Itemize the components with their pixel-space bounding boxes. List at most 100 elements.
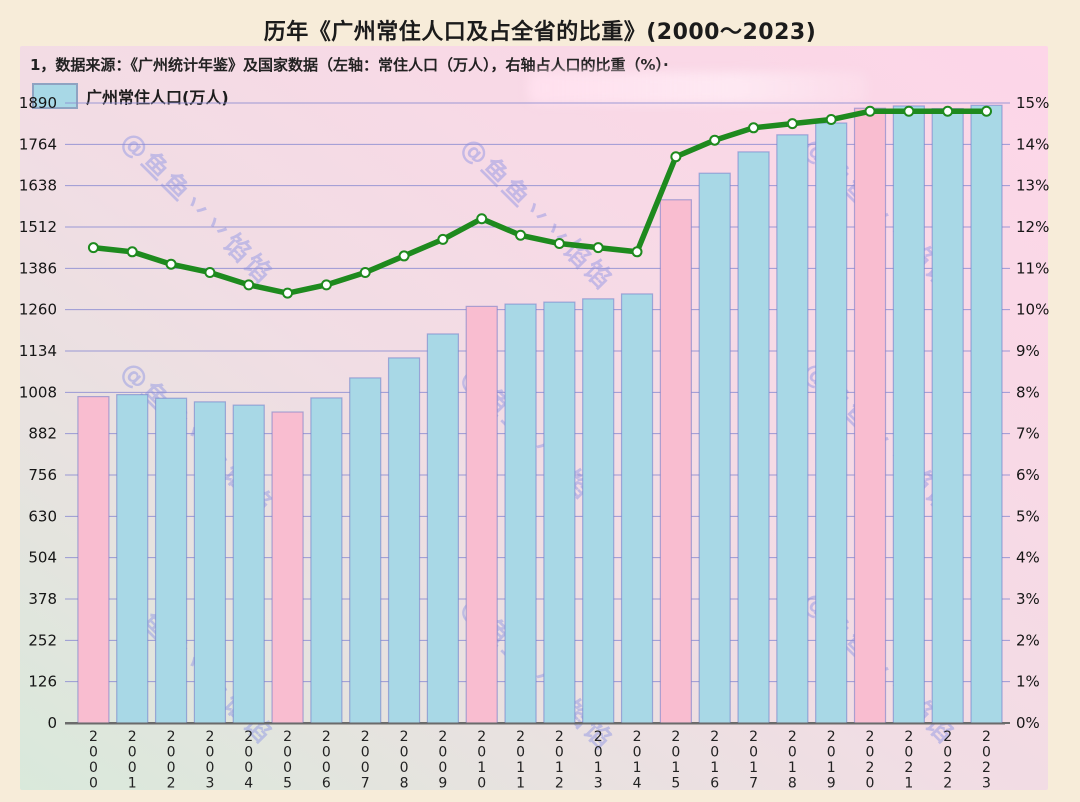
line-marker-2007 <box>359 266 371 278</box>
y-axis-right-label: 11% <box>1016 259 1049 277</box>
line-marker-2023 <box>981 105 993 117</box>
bar-2002 <box>154 397 188 724</box>
bar-2010 <box>465 305 498 724</box>
line-marker-2012 <box>553 238 565 250</box>
bar-2022 <box>931 107 964 724</box>
line-marker-2020 <box>864 105 876 117</box>
line-marker-2019 <box>825 114 837 126</box>
line-marker-2018 <box>786 118 798 130</box>
bar-2013 <box>582 298 615 724</box>
line-marker-2008 <box>398 250 410 262</box>
legend: 广州常住人口(万人) <box>32 82 229 110</box>
y-axis-left-label: 252 <box>28 631 57 649</box>
y-axis-left-label: 1260 <box>19 301 57 319</box>
bar-2023 <box>970 104 1003 724</box>
y-axis-right-label: 5% <box>1016 507 1040 525</box>
y-axis-left-label: 882 <box>28 425 57 443</box>
page-title: 历年《广州常住人口及占全省的比重》(2000～2023) <box>263 20 817 45</box>
y-axis-left-label: 126 <box>28 673 57 691</box>
y-axis-right-label: 8% <box>1016 383 1040 401</box>
bar-2001 <box>116 394 149 724</box>
y-axis-left-label: 1638 <box>19 177 57 195</box>
y-axis-right-label: 1% <box>1016 673 1040 691</box>
bar-2000 <box>77 395 110 724</box>
y-axis-left-label: 1512 <box>19 218 57 236</box>
y-axis-right-label: 15% <box>1016 94 1049 112</box>
y-axis-right-label: 13% <box>1016 177 1049 195</box>
line-marker-2017 <box>748 122 760 134</box>
line-marker-2010 <box>476 213 488 225</box>
line-marker-2005 <box>282 287 294 299</box>
bar-2004 <box>232 404 265 724</box>
bar-2019 <box>815 122 848 724</box>
y-axis-left-label: 1386 <box>19 259 57 277</box>
y-axis-left-label: 378 <box>28 590 57 608</box>
line-marker-2021 <box>903 105 915 117</box>
y-axis-left-label: 756 <box>28 466 57 484</box>
line-marker-2000 <box>87 242 99 254</box>
legend-swatch-population <box>32 83 78 109</box>
bar-2003 <box>193 401 227 724</box>
erased-smudge <box>528 72 868 104</box>
line-marker-2013 <box>592 242 604 254</box>
bar-2018 <box>776 134 809 724</box>
source-note: 1，数据来源：《广州统计年鉴》及国家数据（左轴：常住人口（万人），右轴占人口的比… <box>30 56 669 74</box>
y-axis-right-label: 7% <box>1016 425 1040 443</box>
line-marker-2004 <box>243 279 255 291</box>
bar-2021 <box>892 105 925 724</box>
y-axis-left-label: 504 <box>28 549 57 567</box>
bar-2009 <box>426 333 459 724</box>
y-axis-right-label: 0% <box>1016 714 1040 732</box>
bar-2015 <box>659 199 692 724</box>
y-axis-right-label: 14% <box>1016 135 1049 153</box>
y-axis-left-label: 1764 <box>19 135 57 153</box>
y-axis-right-label: 12% <box>1016 218 1049 236</box>
y-axis-right-label: 2% <box>1016 631 1040 649</box>
y-axis-left-label: 1890 <box>19 94 57 112</box>
legend-label-population: 广州常住人口(万人) <box>86 88 229 107</box>
line-marker-2016 <box>709 134 721 146</box>
bar-2006 <box>310 397 343 724</box>
line-marker-2006 <box>320 279 332 291</box>
bar-2005 <box>271 411 304 724</box>
line-marker-2011 <box>515 229 527 241</box>
percentage-line <box>90 108 990 296</box>
bar-2017 <box>737 151 770 724</box>
line-marker-2014 <box>631 246 643 258</box>
bar-2012 <box>543 301 576 724</box>
bar-2008 <box>387 357 421 724</box>
bar-2020 <box>853 107 887 724</box>
y-axis-left-label: 0 <box>47 714 57 732</box>
y-axis-left-label: 1008 <box>19 383 57 401</box>
bar-2011 <box>504 303 537 724</box>
bar-2007 <box>349 377 382 724</box>
line-marker-2022 <box>942 105 954 117</box>
bar-2014 <box>620 293 654 724</box>
line-marker-2009 <box>437 233 449 245</box>
y-axis-right-label: 4% <box>1016 549 1040 567</box>
